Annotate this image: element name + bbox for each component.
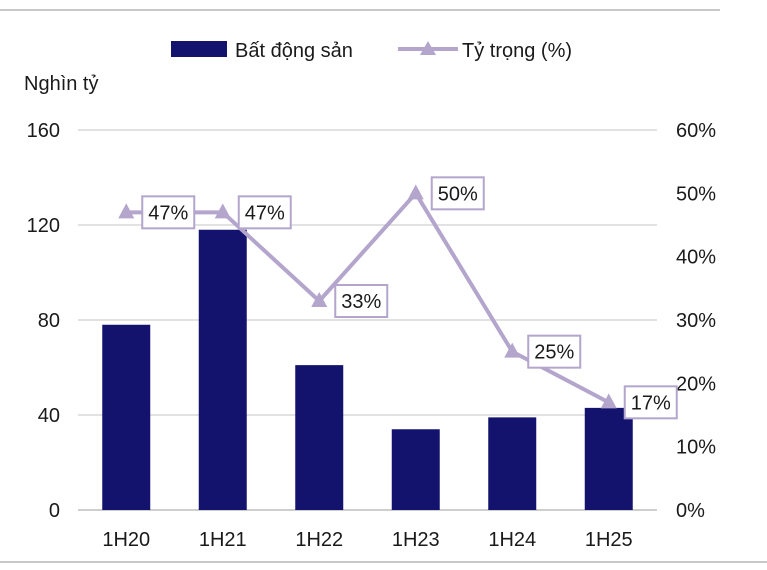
y-tick-right: 60%	[676, 120, 716, 142]
data-label-box	[141, 195, 196, 230]
y-tick-right: 40%	[676, 247, 716, 269]
y-tick-right: 50%	[676, 183, 716, 205]
x-tick-label: 1H21	[199, 529, 247, 551]
gridlines	[78, 129, 657, 511]
triangle-marker	[311, 292, 328, 307]
bar	[391, 429, 440, 510]
y-tick-left: 0	[49, 500, 60, 522]
legend-triangle-marker	[420, 41, 436, 55]
x-tick-label: 1H23	[392, 529, 440, 551]
bar	[198, 229, 247, 510]
triangle-marker	[504, 342, 521, 358]
y-tick-right: 0%	[676, 500, 705, 522]
legend: Bất động sản Tỷ trọng (%)	[171, 40, 572, 62]
y-axis-left-title: Nghìn tỷ	[24, 73, 98, 95]
line-data-labels: 47% 47% 33% 50% 25% 17%	[141, 176, 678, 420]
bar	[488, 417, 537, 510]
x-tick-label: 1H25	[585, 529, 633, 551]
data-label: 25%	[534, 342, 574, 364]
y-tick-left: 120	[27, 215, 60, 237]
y-tick-left: 160	[27, 120, 60, 142]
data-label: 47%	[148, 202, 188, 224]
x-tick-label: 1H22	[295, 529, 343, 551]
bar	[295, 365, 344, 510]
data-label-box	[237, 195, 292, 230]
y-tick-right: 10%	[676, 437, 716, 459]
y-axis-right-ticks: 0% 10% 20% 30% 40% 50% 60%	[676, 120, 716, 522]
bar	[102, 324, 151, 510]
data-label: 33%	[341, 291, 381, 313]
y-tick-right: 20%	[676, 373, 716, 395]
x-tick-label: 1H24	[488, 529, 536, 551]
data-label: 17%	[631, 392, 671, 414]
x-axis-ticks: 1H20 1H21 1H22 1H23 1H24 1H25	[102, 529, 632, 551]
data-label: 50%	[438, 183, 478, 205]
triangle-marker	[118, 203, 135, 219]
triangle-marker	[214, 203, 231, 219]
data-label-box	[623, 385, 678, 420]
triangle-marker	[407, 184, 424, 200]
legend-bar-swatch	[171, 41, 227, 57]
legend-label-bar: Bất động sản	[235, 40, 353, 62]
data-label: 47%	[245, 202, 285, 224]
data-label-box	[527, 334, 582, 369]
x-tick-label: 1H20	[102, 529, 150, 551]
data-label-box	[334, 284, 389, 318]
legend-label-line: Tỷ trọng (%)	[462, 40, 572, 62]
y-tick-left: 80	[38, 310, 60, 332]
bar	[584, 407, 633, 510]
y-tick-right: 30%	[676, 310, 716, 332]
data-label-box	[430, 176, 485, 211]
y-axis-left-ticks: 0 40 80 120 160	[27, 120, 60, 522]
y-tick-left: 40	[38, 405, 60, 427]
bar-series	[102, 229, 633, 510]
triangle-marker	[600, 393, 617, 409]
